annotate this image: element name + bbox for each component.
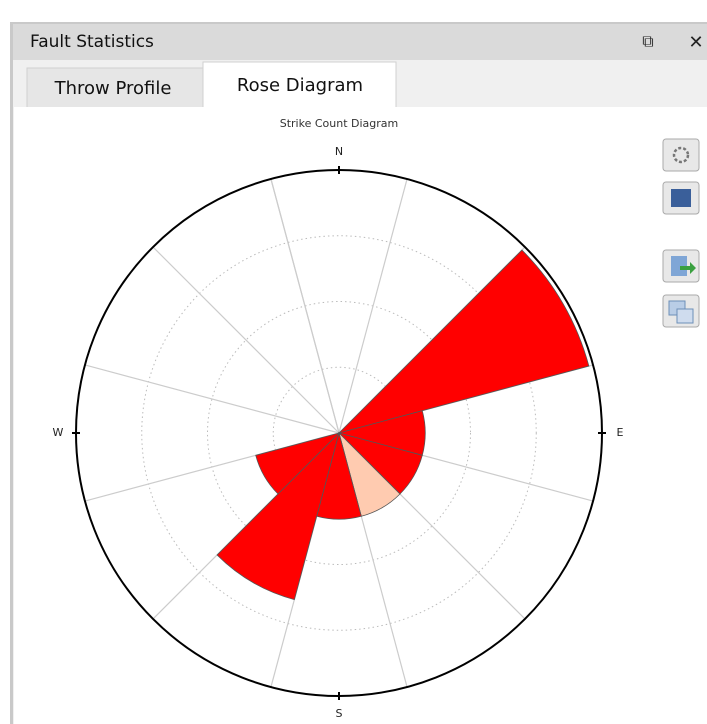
copy-icon <box>676 308 694 324</box>
spoke <box>84 364 340 434</box>
spoke <box>152 246 340 434</box>
settings-button[interactable] <box>662 138 700 172</box>
save-icon <box>671 189 691 207</box>
export-icon <box>671 256 687 276</box>
spoke <box>338 178 408 434</box>
chart-title: Strike Count Diagram <box>280 117 399 130</box>
tab-label: Throw Profile <box>54 78 172 99</box>
direction-label: S <box>336 707 343 720</box>
ring <box>141 235 537 631</box>
export-arrow <box>680 262 696 274</box>
title-bar <box>13 24 707 60</box>
gear-icon <box>672 146 690 164</box>
wedge <box>216 431 340 601</box>
toolbar <box>662 138 700 328</box>
ring <box>207 301 471 565</box>
tab-label: Rose Diagram <box>237 75 363 96</box>
window-title: Fault Statistics <box>30 32 154 52</box>
close-button[interactable]: ✕ <box>688 32 703 53</box>
direction-label: N <box>335 145 343 158</box>
tab-active[interactable] <box>202 61 397 109</box>
wedge <box>337 249 590 434</box>
tab[interactable] <box>26 67 204 109</box>
direction-label: W <box>53 426 64 439</box>
wedge <box>255 432 341 495</box>
tab-join <box>204 104 395 110</box>
spoke <box>270 178 340 434</box>
restore-button[interactable]: ⧉ <box>642 32 653 51</box>
direction-label: E <box>617 426 624 439</box>
rose-diagram: N E S W <box>53 145 624 720</box>
